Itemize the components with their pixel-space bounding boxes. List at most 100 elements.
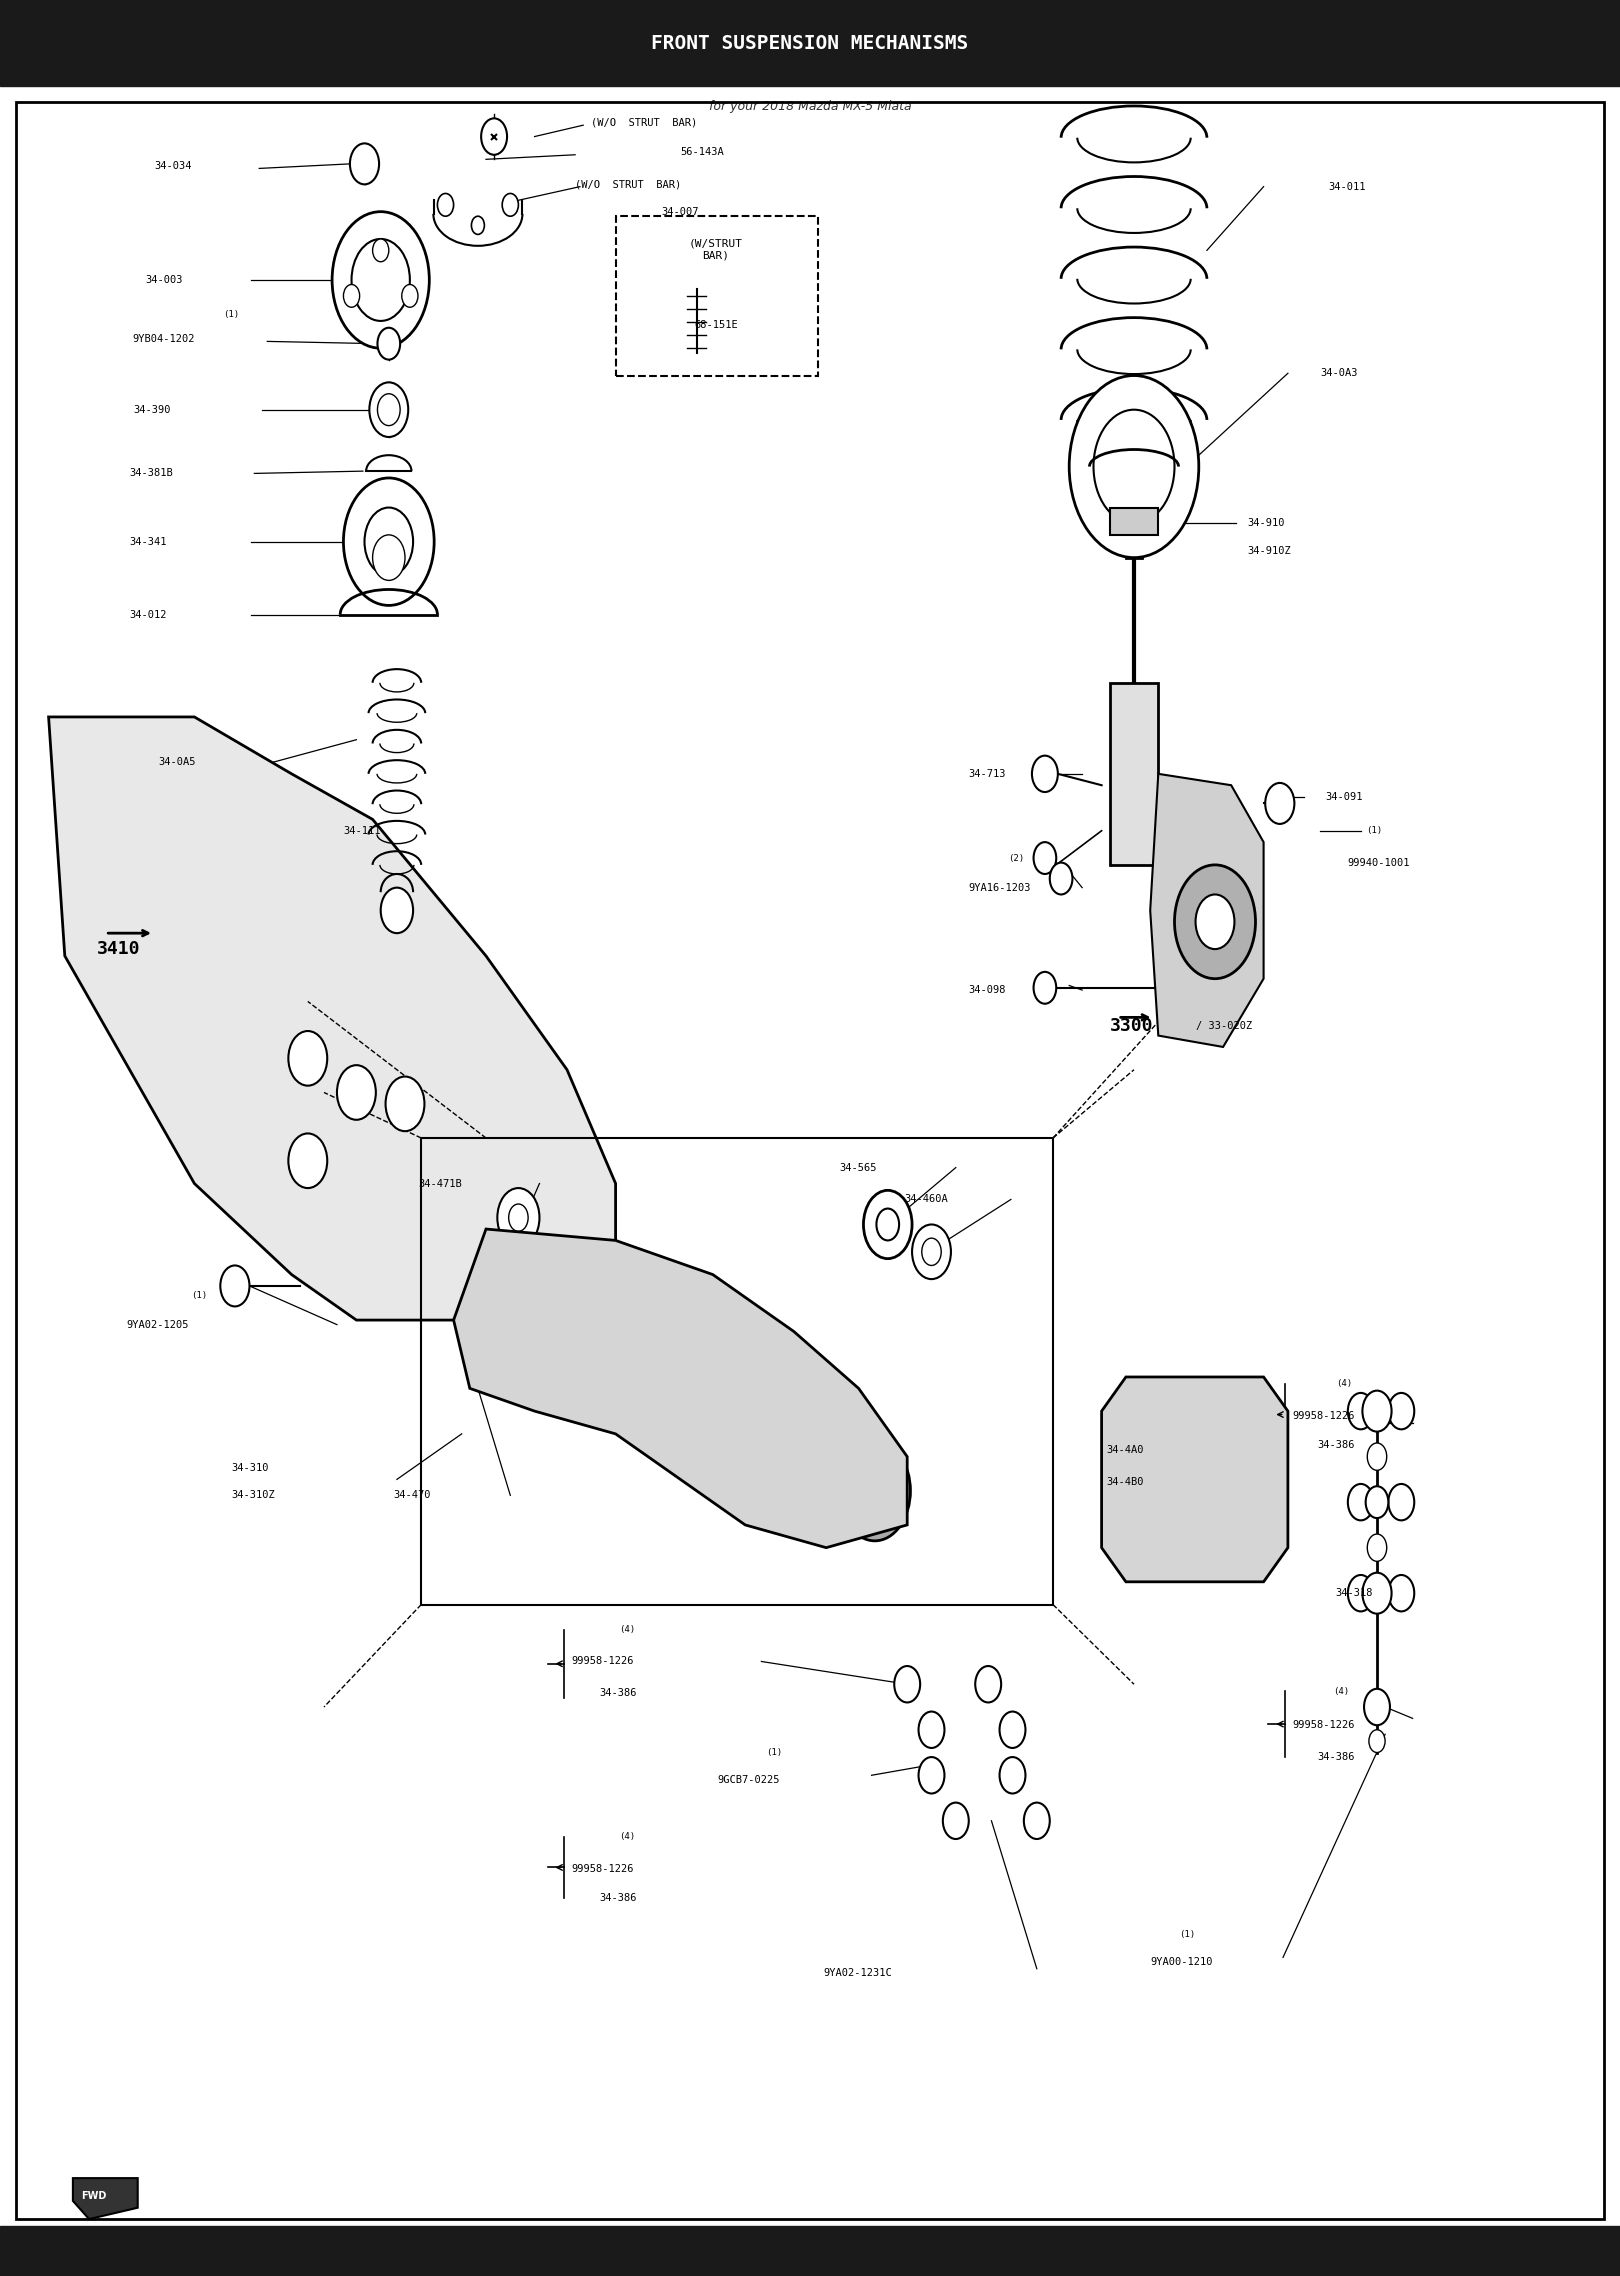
Text: 34-012: 34-012: [130, 610, 167, 619]
Text: 34-565: 34-565: [839, 1163, 876, 1172]
Bar: [0, 2226, 1620, 2276]
Circle shape: [1348, 1393, 1374, 1429]
Text: (4): (4): [1336, 1379, 1353, 1388]
Circle shape: [1348, 1575, 1374, 1611]
Circle shape: [1367, 1534, 1387, 1561]
Circle shape: [381, 888, 413, 933]
Circle shape: [1034, 972, 1056, 1004]
Text: (W/O  STRUT  BAR): (W/O STRUT BAR): [591, 118, 698, 127]
Circle shape: [1050, 863, 1072, 894]
Circle shape: [1362, 1573, 1392, 1614]
Circle shape: [467, 1259, 538, 1359]
Text: 9YA00-1210: 9YA00-1210: [1150, 1957, 1213, 1966]
Text: (W/STRUT
BAR): (W/STRUT BAR): [688, 239, 744, 259]
Circle shape: [497, 1188, 539, 1247]
Text: 34-318: 34-318: [1335, 1589, 1372, 1598]
Text: 34-471B: 34-471B: [418, 1179, 462, 1188]
Circle shape: [1024, 1803, 1050, 1839]
Circle shape: [943, 1803, 969, 1839]
Text: 34-098: 34-098: [969, 986, 1006, 995]
Text: 99958-1226: 99958-1226: [572, 1657, 635, 1666]
Bar: [1110, 683, 1158, 865]
Text: (4): (4): [1333, 1687, 1349, 1696]
Polygon shape: [1150, 774, 1264, 1047]
Circle shape: [386, 1077, 424, 1131]
Text: 34-091: 34-091: [1325, 792, 1362, 801]
Circle shape: [343, 284, 360, 307]
Circle shape: [1069, 376, 1199, 558]
Circle shape: [483, 1281, 522, 1336]
Text: 34-111: 34-111: [343, 826, 381, 835]
Text: (1): (1): [191, 1290, 207, 1300]
Text: (1): (1): [1179, 1930, 1196, 1939]
Text: FWD: FWD: [81, 2192, 107, 2201]
Text: 34-390: 34-390: [133, 405, 170, 414]
Circle shape: [1000, 1712, 1025, 1748]
Text: 34-0A3: 34-0A3: [1320, 369, 1358, 378]
Text: (W/O  STRUT  BAR): (W/O STRUT BAR): [575, 180, 682, 189]
Polygon shape: [73, 2178, 138, 2219]
Circle shape: [220, 1265, 249, 1306]
Text: 34-007: 34-007: [661, 207, 698, 216]
Text: 34-0A5: 34-0A5: [159, 758, 196, 767]
Bar: [0, 0, 1620, 86]
Text: 34-386: 34-386: [599, 1894, 637, 1903]
Circle shape: [1348, 1484, 1374, 1520]
Circle shape: [1196, 894, 1234, 949]
Bar: [421, 1138, 1053, 1605]
Circle shape: [1388, 1393, 1414, 1429]
Text: 34-341: 34-341: [130, 537, 167, 546]
Text: for your 2018 Mazda MX-5 Miata: for your 2018 Mazda MX-5 Miata: [708, 100, 912, 114]
Text: FRONT SUSPENSION MECHANISMS: FRONT SUSPENSION MECHANISMS: [651, 34, 969, 52]
Circle shape: [1388, 1575, 1414, 1611]
Circle shape: [1000, 1757, 1025, 1793]
Text: (4): (4): [619, 1832, 635, 1841]
Text: 99940-1001: 99940-1001: [1348, 858, 1411, 867]
Circle shape: [855, 1463, 894, 1518]
Text: 9YB04-1202: 9YB04-1202: [133, 335, 196, 344]
Circle shape: [1367, 1443, 1387, 1470]
Circle shape: [337, 1065, 376, 1120]
Circle shape: [839, 1441, 910, 1541]
Circle shape: [1366, 1486, 1388, 1518]
Text: 99958-1226: 99958-1226: [572, 1864, 635, 1873]
Text: (2): (2): [1008, 854, 1024, 863]
Circle shape: [471, 216, 484, 234]
Text: 34-713: 34-713: [969, 769, 1006, 778]
Circle shape: [975, 1666, 1001, 1702]
Circle shape: [502, 193, 518, 216]
Circle shape: [1034, 842, 1056, 874]
Circle shape: [369, 382, 408, 437]
Text: 68-151E: 68-151E: [693, 321, 739, 330]
Circle shape: [1369, 1730, 1385, 1753]
Text: 56-143A: 56-143A: [680, 148, 724, 157]
Text: 99958-1226: 99958-1226: [1293, 1411, 1356, 1420]
Text: 34-386: 34-386: [599, 1689, 637, 1698]
Text: 9YA02-1205: 9YA02-1205: [126, 1320, 190, 1329]
Text: 9GCB7-0225: 9GCB7-0225: [718, 1775, 781, 1784]
Circle shape: [288, 1133, 327, 1188]
Text: 99958-1226: 99958-1226: [1293, 1721, 1356, 1730]
Text: 9YA16-1203: 9YA16-1203: [969, 883, 1032, 892]
Circle shape: [1032, 756, 1058, 792]
Text: 34-910Z: 34-910Z: [1247, 546, 1291, 555]
Text: 34-003: 34-003: [146, 275, 183, 284]
Text: 34-470: 34-470: [394, 1491, 431, 1500]
Bar: [616, 216, 818, 376]
Circle shape: [1362, 1391, 1392, 1432]
Text: 34-460A: 34-460A: [904, 1195, 948, 1204]
Circle shape: [509, 1204, 528, 1231]
Circle shape: [332, 212, 429, 348]
Circle shape: [402, 284, 418, 307]
Circle shape: [373, 239, 389, 262]
Circle shape: [1174, 865, 1256, 979]
Circle shape: [437, 193, 454, 216]
Text: 34-4B0: 34-4B0: [1106, 1477, 1144, 1486]
Circle shape: [377, 328, 400, 360]
Text: (1): (1): [224, 310, 240, 319]
Polygon shape: [1102, 1377, 1288, 1582]
Text: 34-034: 34-034: [154, 162, 191, 171]
Circle shape: [1364, 1689, 1390, 1725]
Circle shape: [373, 535, 405, 580]
Circle shape: [1388, 1484, 1414, 1520]
